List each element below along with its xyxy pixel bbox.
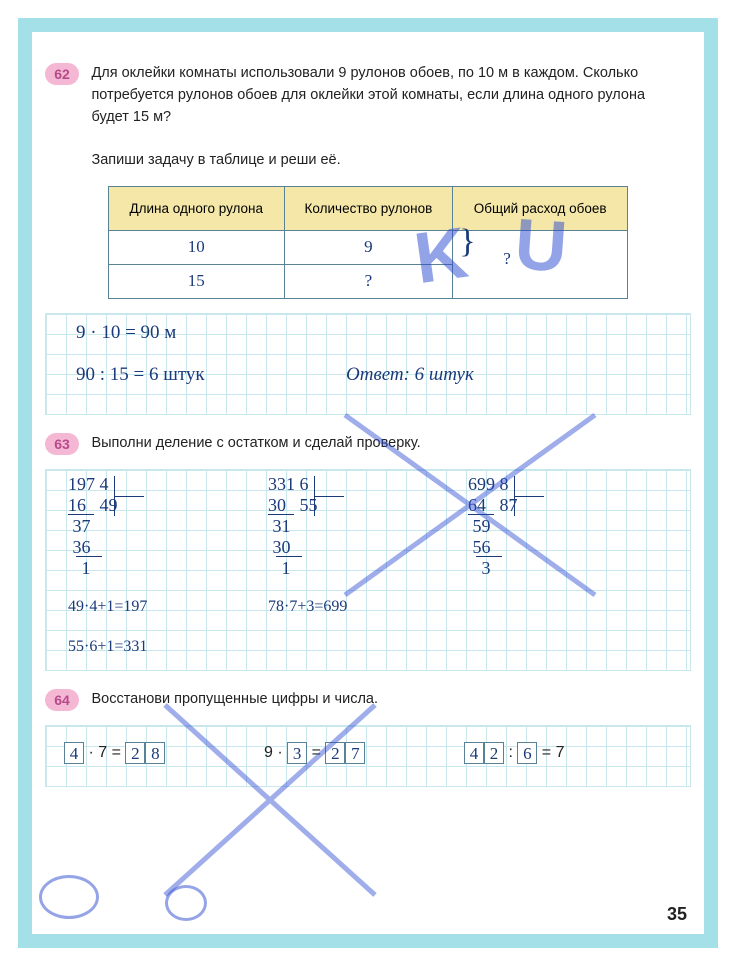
equation-3: 42 : 6 = 7: [464, 742, 564, 764]
problem-number-badge: 64: [45, 689, 79, 711]
watermark-letter: K: [410, 212, 473, 300]
problem-63-text: Выполни деление с остатком и сделай пров…: [91, 433, 651, 455]
problem-62-instruction: Запиши задачу в таблице и реши её.: [91, 152, 340, 168]
problem-62-text: Для оклейки комнаты использовали 9 рулон…: [91, 63, 651, 172]
work-line: 90 : 15 = 6 штук: [76, 364, 205, 386]
problem-64-work-grid: 4 · 7 = 28 9 · 3 = 27 42 : 6 = 7: [45, 725, 691, 787]
equation-2: 9 · 3 = 27: [264, 742, 365, 764]
answer-label: Ответ: 6 штук: [346, 364, 474, 386]
work-line: 9 · 10 = 90 м: [76, 322, 176, 344]
problem-63-work-grid: 197 4 16 49 37 36 1 331 6 30 55 31 30 1 …: [45, 469, 691, 671]
problem-number-badge: 63: [45, 433, 79, 455]
watermark-circle: [165, 885, 207, 921]
watermark-letter: U: [512, 203, 570, 288]
table-header-1: Длина одного рулона: [109, 186, 285, 230]
check-line: 78·7+3=699: [268, 598, 347, 616]
long-division-1: 197 4 16 49 37 36 1: [68, 474, 118, 579]
long-division-2: 331 6 30 55 31 30 1: [268, 474, 318, 579]
equation-1: 4 · 7 = 28: [64, 742, 165, 764]
page-number: 35: [667, 904, 687, 925]
check-line: 55·6+1=331: [68, 638, 147, 656]
table-cell: 10: [109, 230, 285, 264]
table-cell: 15: [109, 264, 285, 298]
problem-number-badge: 62: [45, 63, 79, 85]
problem-63: 63 Выполни деление с остатком и сделай п…: [45, 433, 691, 455]
problem-64-text: Восстанови пропущенные цифры и числа.: [91, 689, 651, 711]
watermark-circle: [39, 875, 99, 919]
problem-62-body: Для оклейки комнаты использовали 9 рулон…: [91, 65, 645, 125]
long-division-3: 699 8 64 87 59 56 3: [468, 474, 518, 579]
problem-64: 64 Восстанови пропущенные цифры и числа.: [45, 689, 691, 711]
check-line: 49·4+1=197: [68, 598, 147, 616]
problem-62: 62 Для оклейки комнаты использовали 9 ру…: [45, 63, 691, 172]
problem-62-work-grid: 9 · 10 = 90 м 90 : 15 = 6 штук Ответ: 6 …: [45, 313, 691, 415]
